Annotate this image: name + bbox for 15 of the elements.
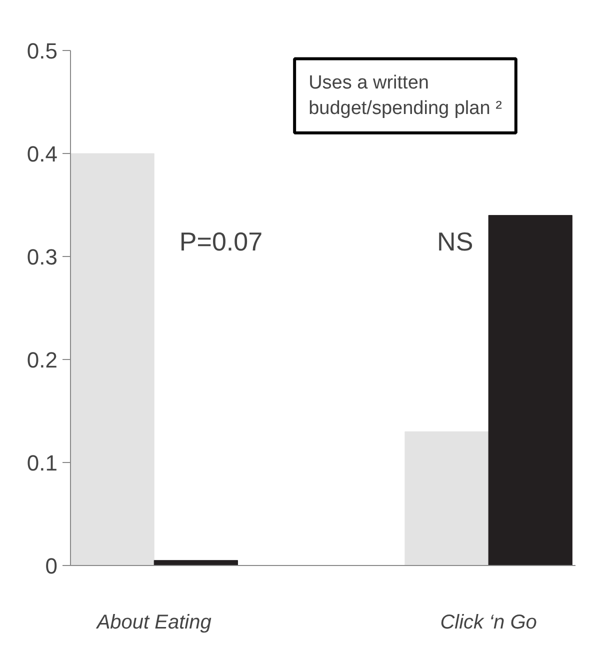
annotation: P=0.07: [179, 226, 263, 256]
y-tick-label: 0.2: [26, 348, 58, 372]
x-tick-label: Click ‘n Go: [440, 612, 537, 634]
text: Uses a written budget/spending plan ²: [308, 72, 502, 119]
bar: [488, 215, 572, 566]
y-tick-label: 0: [45, 554, 58, 578]
y-tick-label: 0.3: [26, 244, 58, 270]
y-tick-label: 0.5: [26, 38, 58, 64]
bar: [154, 560, 238, 566]
x-tick-label: About Eating: [96, 612, 212, 634]
bar: [70, 153, 154, 566]
annotation: NS: [437, 226, 474, 256]
y-tick-label: 0.4: [26, 142, 58, 166]
bar: [404, 431, 489, 566]
y-tick-label: 0.1: [26, 450, 58, 476]
